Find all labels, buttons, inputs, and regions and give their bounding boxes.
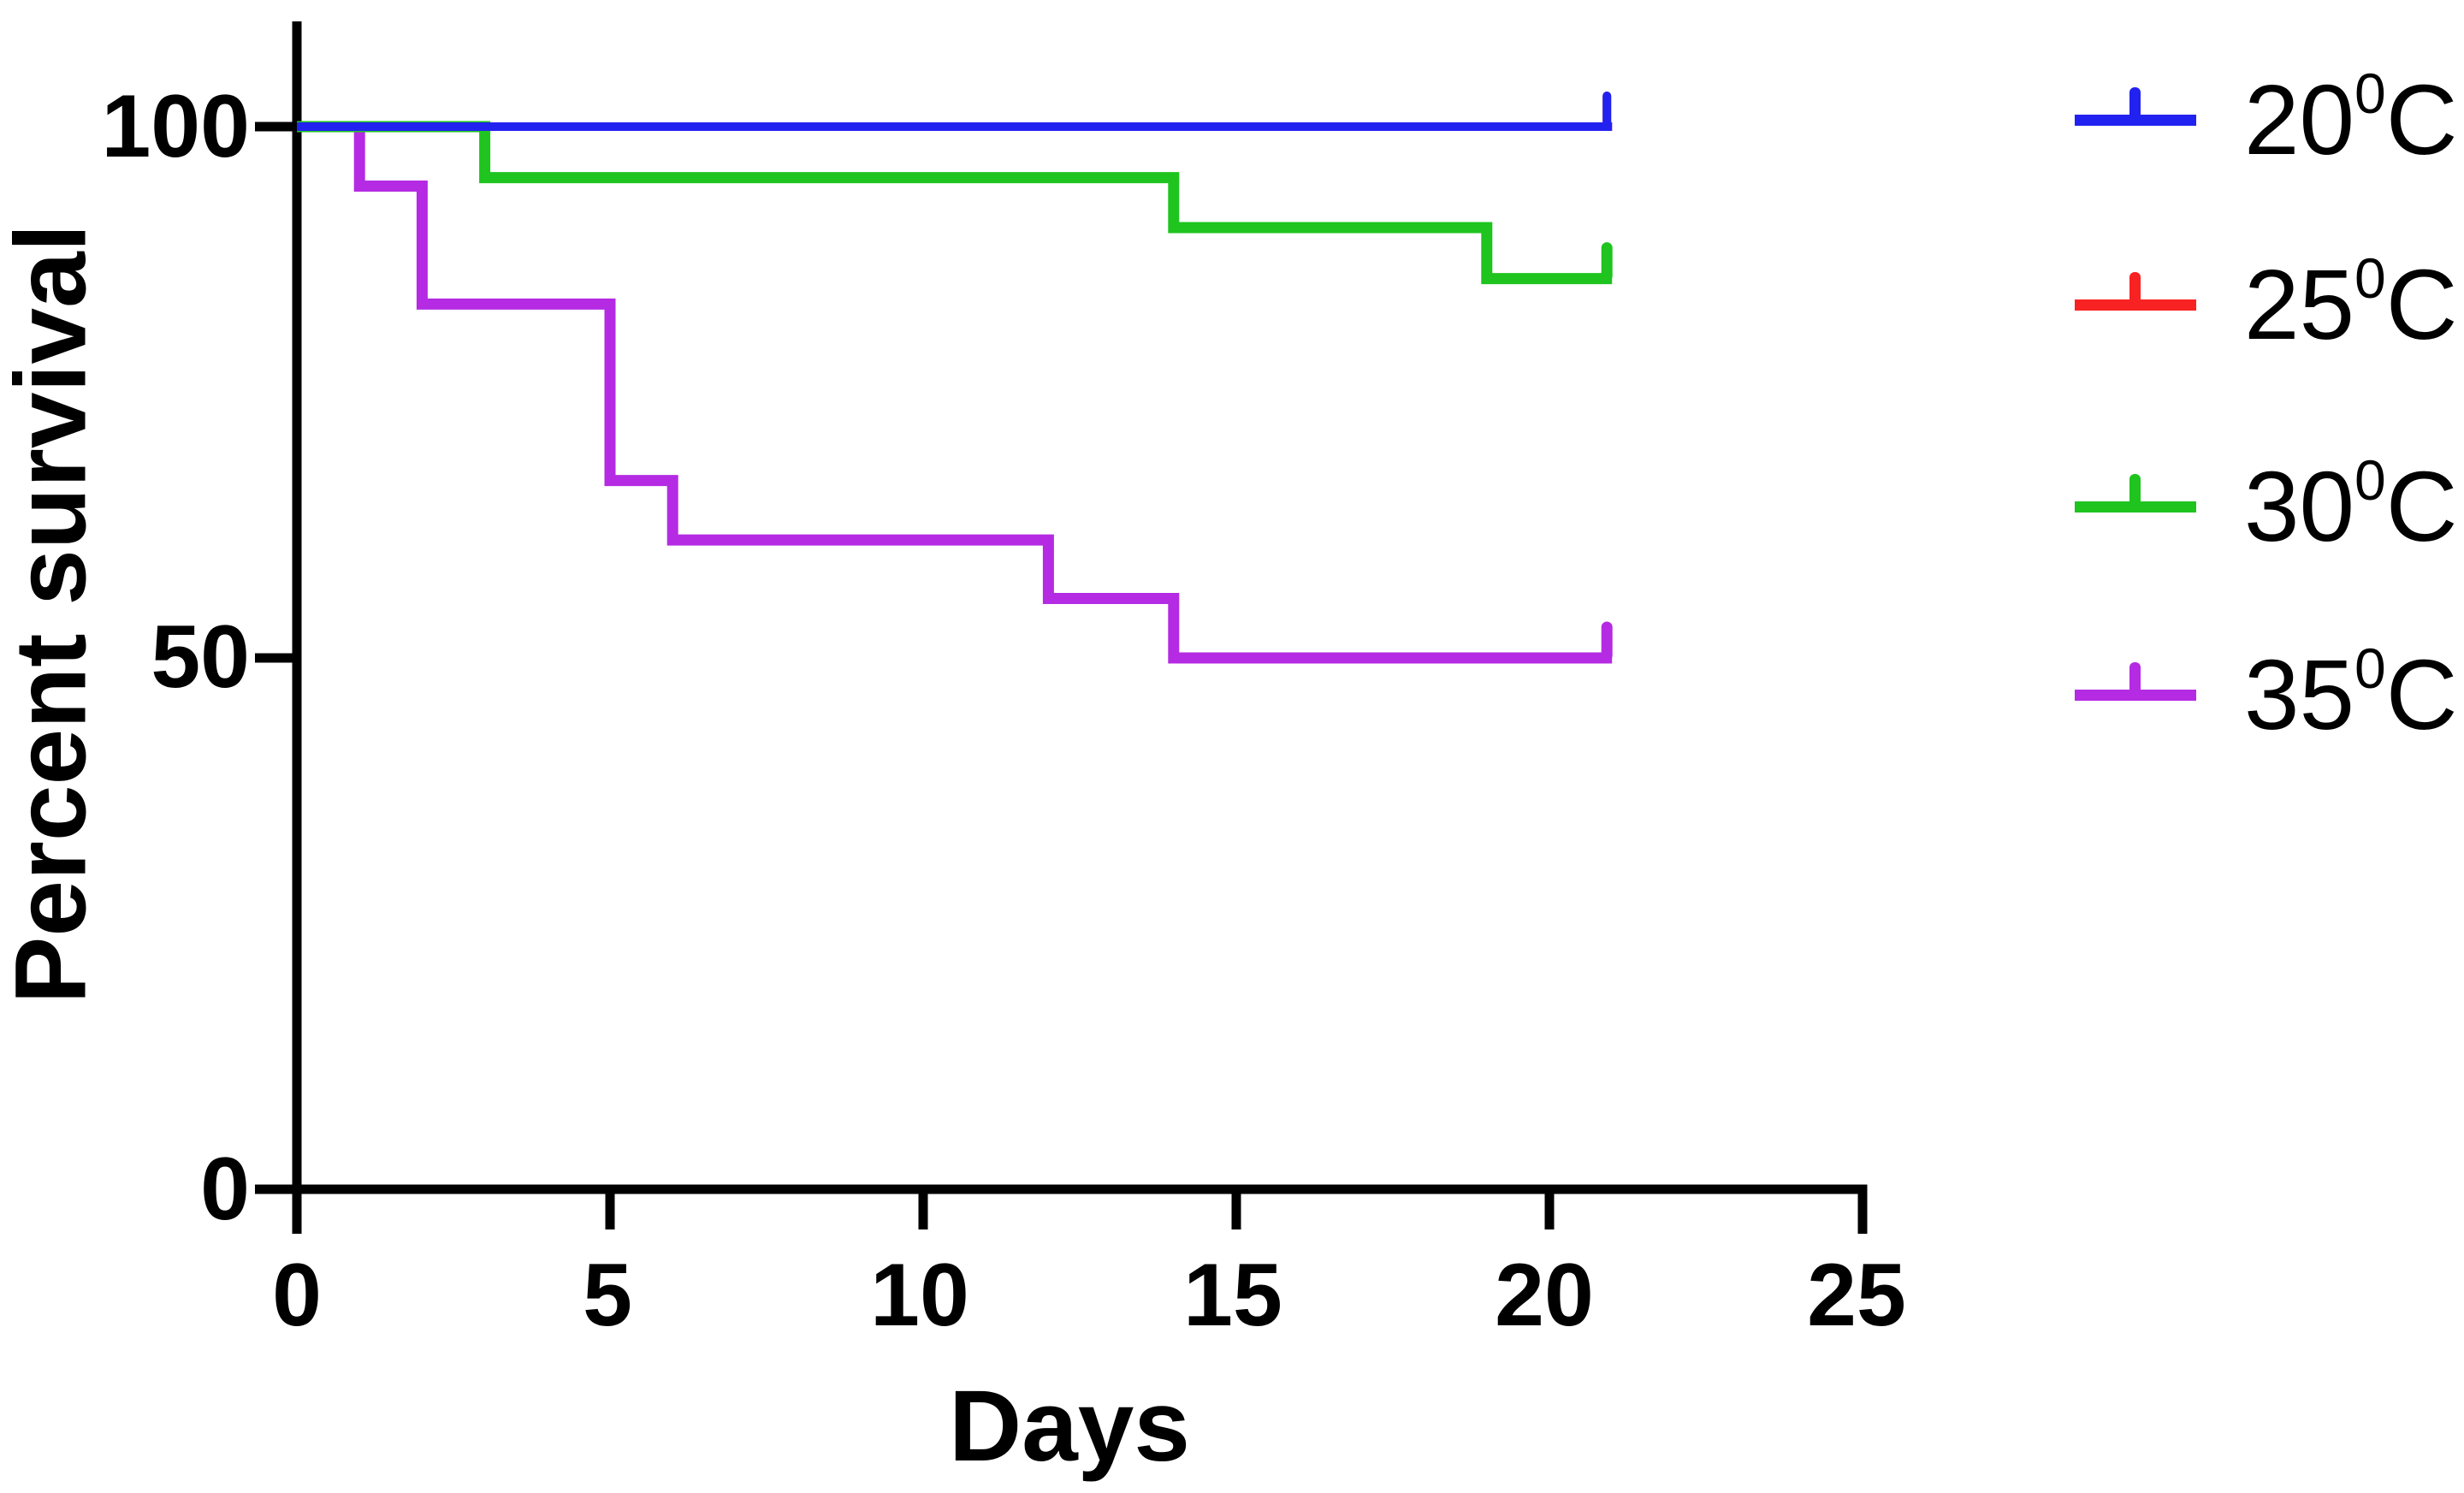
legend-key-line-20c bbox=[2075, 115, 2196, 126]
legend-key-line-30c bbox=[2075, 501, 2196, 512]
legend-key-censor-tick-20c bbox=[2129, 87, 2141, 120]
legend-item-35c: 350C bbox=[2075, 631, 2464, 759]
x-tick-10: 10 bbox=[870, 1246, 969, 1345]
y-tick-0: 0 bbox=[200, 1140, 250, 1239]
legend-label-35c: 350C bbox=[2244, 637, 2458, 750]
legend-item-30c: 300C bbox=[2075, 442, 2464, 571]
legend-label-20c: 200C bbox=[2244, 62, 2458, 175]
series-30C bbox=[297, 121, 1613, 285]
legend-label-30c: 300C bbox=[2244, 448, 2458, 562]
legend-key-censor-tick-25c bbox=[2129, 272, 2141, 305]
series-35C bbox=[297, 121, 1613, 664]
y-axis-title: Percent survival bbox=[0, 223, 108, 1004]
x-tick-0: 0 bbox=[272, 1246, 322, 1345]
x-axis-title: Days bbox=[948, 1370, 1191, 1483]
x-tick-5: 5 bbox=[583, 1246, 632, 1345]
legend-key-line-25c bbox=[2075, 299, 2196, 311]
x-tick-15: 15 bbox=[1183, 1246, 1282, 1345]
legend-label-25c: 250C bbox=[2244, 246, 2458, 360]
legend-key-censor-tick-30c bbox=[2129, 474, 2141, 507]
x-tick-20: 20 bbox=[1495, 1246, 1594, 1345]
legend-item-25c: 250C bbox=[2075, 240, 2464, 369]
y-tick-100: 100 bbox=[101, 77, 250, 176]
axes bbox=[255, 21, 1868, 1234]
x-tick-25: 25 bbox=[1807, 1246, 1906, 1345]
legend-item-20c: 200C bbox=[2075, 56, 2464, 184]
legend-key-line-35c bbox=[2075, 690, 2196, 701]
legend-key-censor-tick-35c bbox=[2129, 662, 2141, 695]
y-tick-50: 50 bbox=[151, 607, 250, 707]
